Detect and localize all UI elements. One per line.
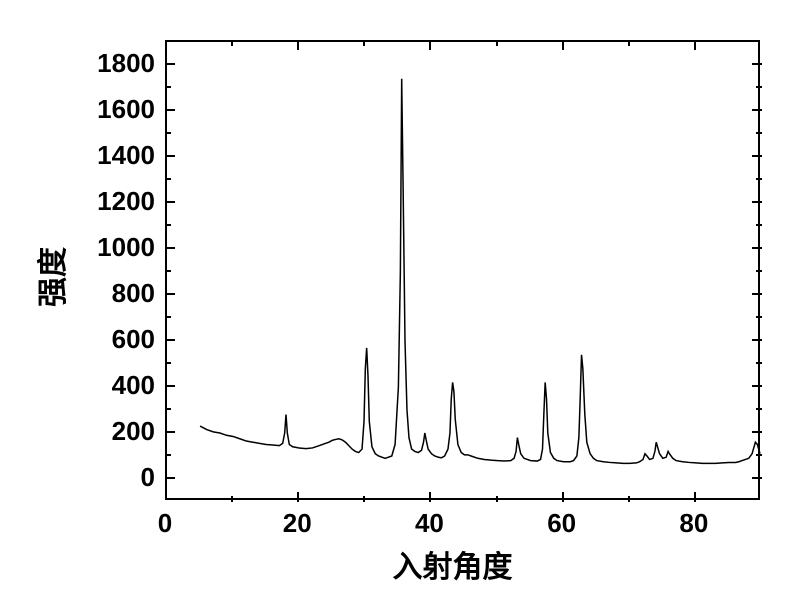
tick [752,385,762,387]
tick-label: 0 [135,508,195,539]
tick-label: 1000 [65,232,155,263]
tick-label: 20 [267,508,327,539]
tick [165,293,175,295]
tick-label: 1400 [65,140,155,171]
data-line [167,42,762,502]
tick [752,477,762,479]
tick [165,63,175,65]
tick [429,492,431,502]
tick-label: 200 [65,416,155,447]
tick-label: 60 [532,508,592,539]
tick [165,385,175,387]
tick [363,496,365,502]
tick [756,316,762,318]
tick [756,270,762,272]
tick [165,109,175,111]
tick [752,431,762,433]
xrd-chart: 强度 入射角度 02004006008001000120014001600180… [0,0,800,604]
tick-label: 40 [399,508,459,539]
tick [562,40,564,50]
tick-label: 80 [664,508,724,539]
tick [165,362,171,364]
tick [165,247,175,249]
tick [752,201,762,203]
tick [165,155,175,157]
tick [231,496,233,502]
tick [496,40,498,46]
tick [756,362,762,364]
tick [297,40,299,50]
tick [429,40,431,50]
tick [165,454,171,456]
tick-label: 800 [65,278,155,309]
tick [756,408,762,410]
tick [165,408,171,410]
tick [752,247,762,249]
x-axis-title: 入射角度 [393,542,513,586]
tick [752,109,762,111]
tick [694,492,696,502]
tick [165,316,171,318]
tick [628,496,630,502]
tick [756,86,762,88]
plot-area [165,40,760,500]
tick-label: 1800 [65,48,155,79]
tick [496,496,498,502]
tick [562,492,564,502]
tick [231,40,233,46]
tick [165,431,175,433]
tick [752,155,762,157]
tick [752,293,762,295]
tick [756,454,762,456]
tick-label: 1200 [65,186,155,217]
tick [628,40,630,46]
tick [165,339,175,341]
tick [165,477,175,479]
tick-label: 0 [65,462,155,493]
tick [756,132,762,134]
tick [756,224,762,226]
tick [165,201,175,203]
tick-label: 400 [65,370,155,401]
tick [694,40,696,50]
tick [752,63,762,65]
tick-label: 600 [65,324,155,355]
tick [165,132,171,134]
tick [756,178,762,180]
tick [165,86,171,88]
tick [297,492,299,502]
tick-label: 1600 [65,94,155,125]
tick [165,270,171,272]
tick [363,40,365,46]
tick [165,178,171,180]
tick [752,339,762,341]
tick [165,224,171,226]
